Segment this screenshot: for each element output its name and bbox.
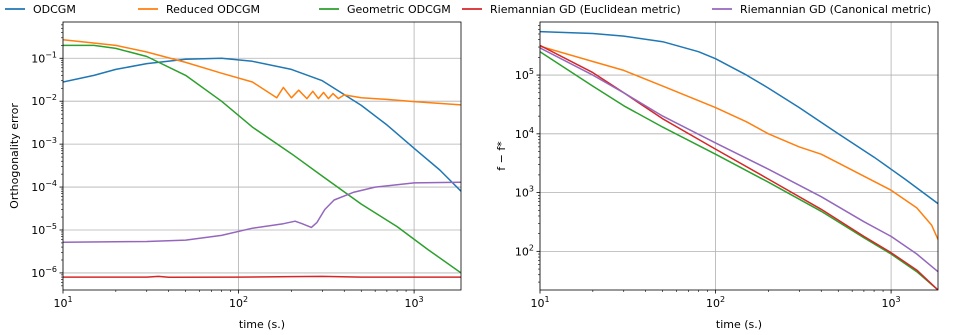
legend-label: Reduced ODCGM <box>166 3 260 16</box>
axes-frame <box>62 21 462 291</box>
legend-label: ODCGM <box>33 3 76 16</box>
series-line-geometric-odcgm <box>540 51 938 290</box>
x-axis-label: time (s.) <box>716 318 762 331</box>
y-tick-label: 104 <box>515 126 534 141</box>
x-tick-label: 102 <box>706 295 725 310</box>
y-tick-label: 10−5 <box>31 222 57 237</box>
series-group <box>63 39 461 279</box>
y-tick-label: 10−6 <box>31 265 57 280</box>
series-line-riemannian-gd-euclidean-metric <box>63 275 461 279</box>
series-line-riemannian-gd-canonical-metric <box>540 47 938 273</box>
x-tick-label: 103 <box>405 295 424 310</box>
y-tick-label: 10−3 <box>31 136 57 151</box>
series-group <box>540 30 938 290</box>
x-tick-label: 102 <box>229 295 248 310</box>
x-tick-label: 101 <box>530 295 549 310</box>
x-tick-label: 101 <box>53 295 72 310</box>
chart-objective-gap: 101 102 103 102 103 104 105 time (s.) f − f* <box>495 21 939 331</box>
legend: ODCGM Reduced ODCGM Geometric ODCGM Riemann… <box>5 3 931 16</box>
series-line-odcgm <box>63 57 461 192</box>
series-line-reduced-odcgm <box>63 39 461 106</box>
y-tick-label: 102 <box>515 243 534 258</box>
axes-frame <box>539 21 939 291</box>
x-tick-label: 103 <box>882 295 901 310</box>
series-line-geometric-odcgm <box>63 44 461 274</box>
y-tick-label: 105 <box>515 67 534 82</box>
legend-label: Riemannian GD (Canonical metric) <box>740 3 931 16</box>
series-line-riemannian-gd-euclidean-metric <box>540 44 938 290</box>
y-tick-label: 10−4 <box>31 179 57 194</box>
series-line-riemannian-gd-canonical-metric <box>63 181 461 243</box>
y-axis-label: Orthogonality error <box>8 103 21 209</box>
series-line-odcgm <box>540 30 938 205</box>
y-axis-label: f − f* <box>495 141 508 171</box>
legend-label: Geometric ODCGM <box>347 3 451 16</box>
chart-orthogonality-error: 101 102 103 10−6 10−5 10−4 10−3 10−2 10−1 time (s… <box>8 21 462 331</box>
x-axis-label: time (s.) <box>239 318 285 331</box>
series-line-reduced-odcgm <box>540 45 938 240</box>
y-tick-label: 10−1 <box>31 50 57 65</box>
y-tick-label: 10−2 <box>31 93 57 108</box>
legend-label: Riemannian GD (Euclidean metric) <box>490 3 681 16</box>
y-tick-label: 103 <box>515 185 534 200</box>
